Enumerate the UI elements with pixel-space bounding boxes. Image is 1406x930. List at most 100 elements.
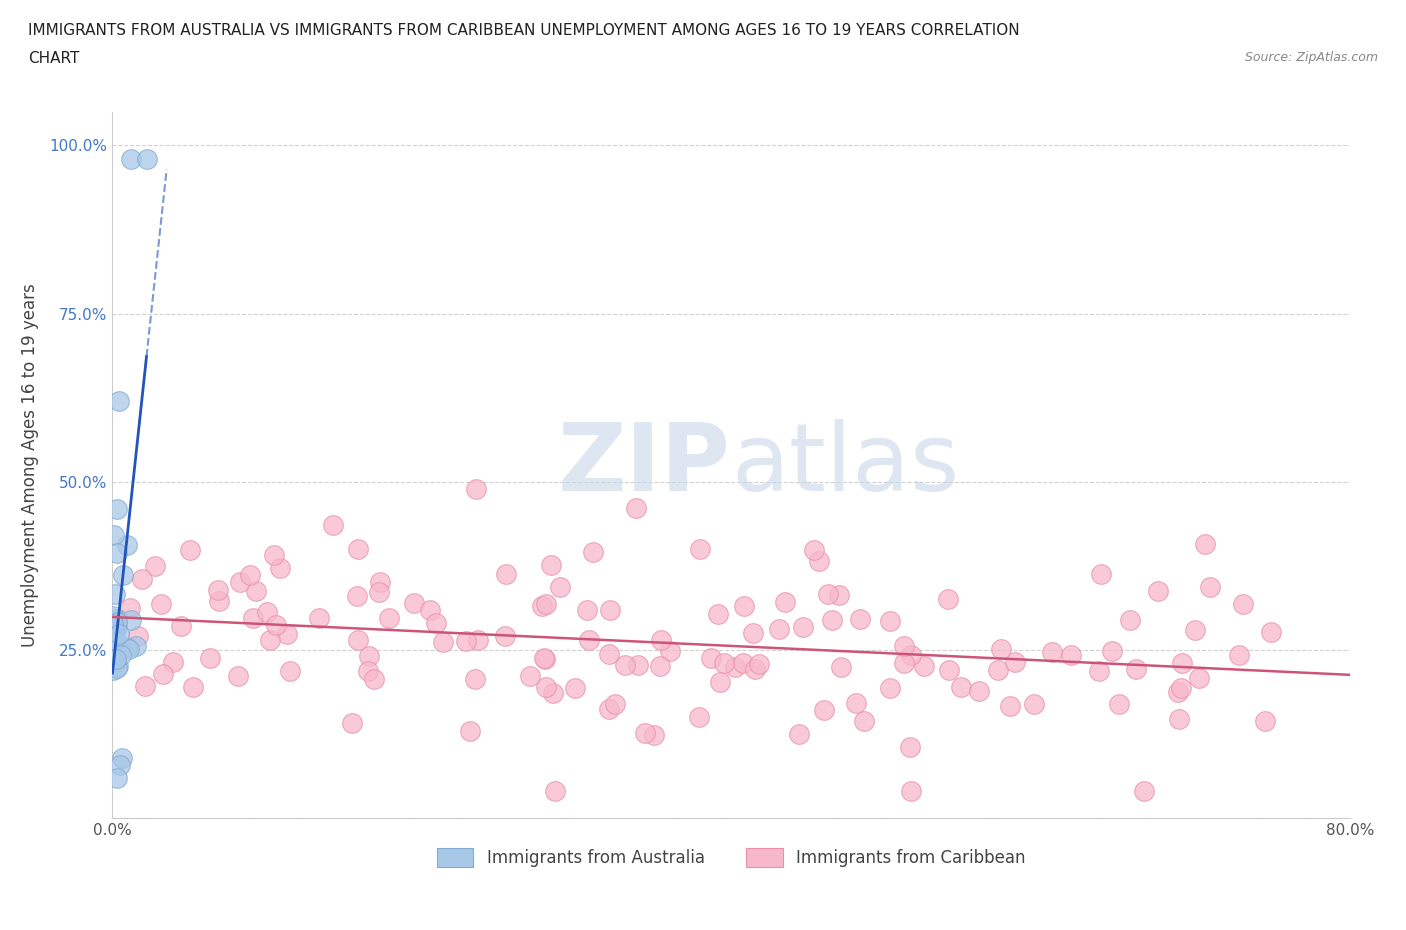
Point (707, 606, 730, 621)
Point (709, 675, 731, 690)
Point (105, 615, 128, 630)
Point (347, 541, 370, 556)
Point (768, 622, 790, 637)
Point (634, 726, 657, 741)
Point (540, 558, 562, 573)
Point (363, 671, 385, 686)
Point (378, 611, 401, 626)
Point (322, 517, 344, 532)
Point (733, 598, 755, 613)
Point (125, 639, 148, 654)
Point (103, 622, 125, 637)
Point (454, 633, 477, 648)
Point (650, 658, 672, 673)
Point (713, 656, 735, 671)
Point (893, 638, 915, 653)
Point (1184, 622, 1206, 637)
Point (1227, 647, 1250, 662)
Point (1254, 713, 1277, 728)
Point (105, 771, 128, 786)
Point (110, 648, 132, 663)
Point (1194, 537, 1216, 551)
Point (1060, 647, 1083, 662)
Point (162, 655, 184, 670)
Point (893, 656, 915, 671)
Point (803, 542, 825, 557)
Point (357, 663, 380, 678)
Point (1167, 711, 1189, 726)
Point (467, 632, 489, 647)
Point (368, 575, 391, 590)
Point (519, 669, 541, 684)
Point (624, 500, 647, 515)
Point (150, 597, 173, 612)
Point (830, 660, 852, 675)
Point (688, 710, 710, 724)
Point (748, 657, 770, 671)
Point (564, 681, 586, 696)
Point (105, 619, 128, 634)
Point (127, 629, 149, 644)
Point (900, 647, 922, 662)
Point (987, 663, 1010, 678)
Point (494, 628, 516, 643)
Point (530, 599, 553, 614)
Point (170, 618, 193, 633)
Point (650, 632, 672, 647)
Point (105, 652, 128, 667)
Point (849, 611, 872, 626)
Point (402, 595, 425, 610)
Point (103, 638, 125, 653)
Point (239, 567, 262, 582)
Point (207, 582, 229, 597)
Point (598, 647, 620, 662)
Point (613, 658, 636, 672)
Point (852, 713, 875, 728)
Point (1170, 681, 1192, 696)
Point (967, 684, 990, 698)
Point (103, 663, 125, 678)
Point (346, 632, 368, 647)
Point (118, 601, 141, 616)
Point (821, 613, 844, 628)
Point (226, 669, 249, 684)
Point (105, 546, 128, 561)
Point (105, 645, 128, 660)
Point (912, 658, 935, 673)
Point (107, 659, 129, 674)
Point (107, 393, 129, 408)
Point (813, 703, 835, 718)
Point (543, 784, 565, 799)
Point (181, 680, 204, 695)
Point (898, 739, 921, 754)
Point (105, 501, 128, 516)
Point (627, 658, 650, 672)
Point (278, 663, 301, 678)
Point (1167, 684, 1189, 699)
Point (689, 541, 711, 556)
Point (807, 553, 830, 568)
Point (1146, 583, 1168, 598)
Point (1133, 784, 1156, 799)
Point (1125, 662, 1147, 677)
Point (105, 612, 128, 627)
Point (179, 542, 201, 557)
Point (541, 685, 564, 700)
Point (103, 644, 125, 659)
Point (1188, 671, 1211, 685)
Point (340, 716, 363, 731)
Text: atlas: atlas (731, 419, 959, 511)
Point (108, 642, 131, 657)
Point (534, 679, 557, 694)
Point (103, 641, 125, 656)
Point (256, 605, 278, 620)
Point (1000, 698, 1022, 713)
Point (949, 680, 972, 695)
Point (1108, 697, 1130, 711)
Point (105, 660, 128, 675)
Point (103, 527, 125, 542)
Point (1232, 596, 1254, 611)
Point (936, 591, 959, 606)
Point (120, 152, 142, 166)
Legend: Immigrants from Australia, Immigrants from Caribbean: Immigrants from Australia, Immigrants fr… (430, 842, 1032, 873)
